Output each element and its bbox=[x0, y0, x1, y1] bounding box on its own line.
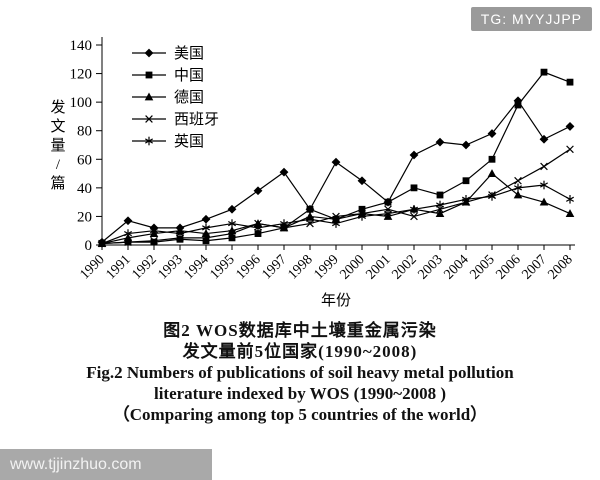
x-axis-ticks: 1990199119921993199419951996199719981999… bbox=[77, 245, 576, 283]
caption-zh-line1: 图2 WOS数据库中土壤重金属污染 bbox=[163, 321, 437, 340]
svg-text:120: 120 bbox=[70, 67, 93, 83]
svg-text:20: 20 bbox=[77, 209, 92, 225]
svg-text:2002: 2002 bbox=[389, 252, 419, 282]
axes bbox=[101, 37, 575, 246]
svg-text:中国: 中国 bbox=[174, 67, 204, 84]
svg-text:60: 60 bbox=[77, 152, 92, 168]
svg-text:1992: 1992 bbox=[129, 252, 159, 282]
svg-text:量: 量 bbox=[50, 138, 65, 154]
svg-text:140: 140 bbox=[70, 38, 93, 54]
caption-zh-line2: 发文量前5位国家(1990~2008) bbox=[182, 342, 418, 361]
y-axis-ticks: 0 20 40 60 80 100 120 140 bbox=[70, 38, 102, 254]
series-triangle bbox=[97, 169, 575, 247]
svg-text:2004: 2004 bbox=[441, 252, 471, 282]
svg-text:1990: 1990 bbox=[77, 252, 107, 282]
series-asterisk bbox=[98, 180, 574, 248]
svg-text:西班牙: 西班牙 bbox=[174, 111, 219, 128]
svg-text:2005: 2005 bbox=[467, 252, 497, 282]
watermark-site-bar: www.tjjinzhuo.com bbox=[0, 449, 212, 480]
caption-en-line2: literature indexed by WOS (1990~2008 ) bbox=[153, 384, 446, 403]
svg-text:1999: 1999 bbox=[311, 252, 341, 282]
svg-text:1994: 1994 bbox=[181, 252, 211, 282]
y-axis-title: 发文量 /篇 bbox=[50, 99, 65, 192]
svg-text:发: 发 bbox=[50, 99, 65, 116]
svg-text:2007: 2007 bbox=[519, 252, 549, 282]
svg-text:0: 0 bbox=[85, 238, 93, 254]
svg-text:1995: 1995 bbox=[207, 252, 237, 282]
figure-caption: 图2 WOS数据库中土壤重金属污染 发文量前5位国家(1990~2008) Fi… bbox=[0, 320, 600, 425]
x-axis-title: 年份 bbox=[321, 292, 351, 309]
svg-text:1991: 1991 bbox=[103, 252, 133, 282]
svg-text:2003: 2003 bbox=[415, 252, 445, 282]
svg-text:80: 80 bbox=[77, 124, 92, 140]
caption-en-line3: （Comparing among top 5 countries of the … bbox=[112, 405, 488, 424]
svg-text:1993: 1993 bbox=[155, 252, 185, 282]
svg-text:1997: 1997 bbox=[259, 252, 289, 282]
svg-text:1996: 1996 bbox=[233, 252, 263, 282]
svg-text:2008: 2008 bbox=[545, 252, 575, 282]
svg-text:1998: 1998 bbox=[285, 252, 315, 282]
caption-en-line1: Fig.2 Numbers of publications of soil he… bbox=[86, 363, 514, 382]
svg-text:德国: 德国 bbox=[174, 88, 204, 106]
svg-text:2006: 2006 bbox=[493, 252, 523, 282]
svg-text:2000: 2000 bbox=[337, 252, 367, 282]
svg-text:2001: 2001 bbox=[363, 252, 393, 282]
watermark-telegram-badge: TG: MYYJJPP bbox=[470, 7, 592, 31]
svg-text:英国: 英国 bbox=[174, 132, 204, 150]
svg-text:文: 文 bbox=[50, 118, 65, 135]
svg-text:/: / bbox=[56, 157, 61, 173]
publications-line-chart: 0204060801001201401990199119921993199419… bbox=[50, 37, 576, 309]
svg-text:100: 100 bbox=[70, 95, 93, 111]
svg-text:美国: 美国 bbox=[174, 45, 204, 62]
svg-text:篇: 篇 bbox=[50, 174, 65, 192]
svg-text:40: 40 bbox=[77, 181, 92, 197]
